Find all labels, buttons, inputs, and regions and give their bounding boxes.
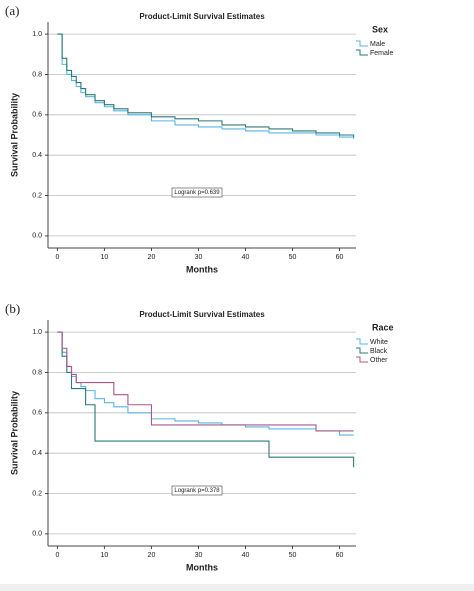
legend-swatch	[356, 40, 368, 47]
y-tick-label: 1.0	[32, 31, 42, 38]
x-tick-label: 50	[289, 552, 297, 559]
y-tick-label: 0.0	[32, 531, 42, 538]
survival-curve	[57, 331, 355, 468]
y-tick-label: 0.6	[32, 112, 42, 119]
legend-label: Male	[370, 41, 385, 48]
y-tick-label: 0.2	[32, 192, 42, 199]
survival-curve	[57, 33, 355, 138]
x-tick-label: 60	[336, 254, 344, 261]
bottom-band	[0, 584, 474, 591]
y-axis-label: Survival Probability	[9, 391, 19, 475]
survival-curve	[57, 331, 354, 432]
x-tick-label: 0	[55, 552, 59, 559]
x-axis-label: Months	[186, 264, 218, 274]
annotation: Logrank p=0.639	[174, 190, 220, 196]
y-axis-label: Survival Probability	[9, 93, 19, 177]
annotation-box	[171, 187, 223, 198]
legend-swatch	[356, 347, 368, 354]
y-tick-label: 0.2	[32, 490, 42, 497]
x-tick-label: 20	[148, 254, 156, 261]
legend-swatch	[356, 338, 368, 345]
annotation-box	[171, 485, 223, 496]
y-tick-label: 0.0	[32, 233, 42, 240]
y-tick-label: 0.6	[32, 410, 42, 417]
x-tick-label: 30	[195, 254, 203, 261]
legend-label: Female	[370, 50, 393, 57]
legend-title: Race	[372, 322, 394, 332]
survival-curve	[57, 331, 354, 436]
chart-title: Product-Limit Survival Estimates	[139, 310, 265, 319]
x-tick-label: 10	[101, 254, 109, 261]
x-tick-label: 60	[336, 552, 344, 559]
x-axis-label: Months	[186, 562, 218, 572]
x-tick-label: 30	[195, 552, 203, 559]
legend-swatch	[356, 356, 368, 363]
y-tick-label: 0.8	[32, 369, 42, 376]
y-tick-label: 1.0	[32, 329, 42, 336]
x-tick-label: 50	[289, 254, 297, 261]
panel-label: (b)	[5, 301, 20, 316]
y-tick-label: 0.8	[32, 71, 42, 78]
legend-label: Black	[370, 348, 388, 355]
chart-title: Product-Limit Survival Estimates	[139, 12, 265, 21]
legend-title: Sex	[372, 24, 388, 34]
x-tick-label: 40	[242, 254, 250, 261]
legend-swatch	[356, 49, 368, 56]
x-tick-label: 40	[242, 552, 250, 559]
x-tick-label: 20	[148, 552, 156, 559]
legend-label: White	[370, 339, 388, 346]
x-tick-label: 10	[101, 552, 109, 559]
x-tick-label: 0	[55, 254, 59, 261]
legend-label: Other	[370, 357, 388, 364]
y-tick-label: 0.4	[32, 450, 42, 457]
survival-curve	[57, 33, 355, 140]
panel-label: (a)	[5, 3, 19, 18]
y-tick-label: 0.4	[32, 152, 42, 159]
annotation: Logrank p=0.378	[174, 488, 220, 494]
